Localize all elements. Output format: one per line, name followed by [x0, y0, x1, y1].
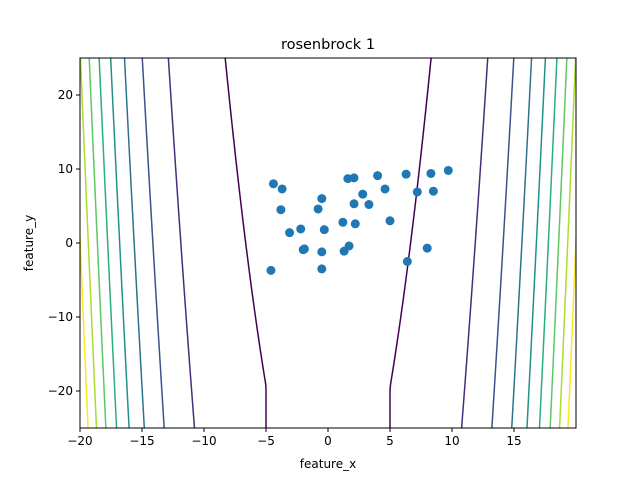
x-tick-label: 5 [386, 434, 394, 448]
y-tick-label: 20 [58, 88, 73, 102]
contour-line-left-4 [109, 58, 130, 428]
scatter-point-17 [350, 219, 360, 229]
scatter-point-11 [317, 264, 327, 274]
scatter-point-25 [401, 169, 411, 179]
contour-line-right-5 [538, 58, 558, 428]
scatter-points [266, 165, 453, 275]
x-tick-label: 0 [324, 434, 332, 448]
x-tick-label: −5 [257, 434, 275, 448]
x-tick-label: 10 [444, 434, 459, 448]
y-tick-label: 0 [65, 236, 73, 250]
scatter-point-19 [339, 246, 349, 256]
scatter-point-23 [380, 184, 390, 194]
contour-line-right-0 [389, 58, 432, 428]
contour-line-right-4 [526, 58, 547, 428]
scatter-point-9 [319, 225, 329, 235]
scatter-point-24 [385, 216, 395, 226]
x-axis-label: feature_x [300, 457, 356, 471]
contour-line-left-3 [123, 58, 146, 428]
scatter-point-0 [268, 179, 278, 189]
contour-line-right-7 [558, 58, 576, 428]
scatter-point-30 [428, 186, 438, 196]
y-tick-label: 10 [58, 162, 73, 176]
scatter-point-12 [266, 265, 276, 275]
contour-line-right-3 [510, 58, 533, 428]
x-axis: −20 −15 −10 −5 0 5 10 15 [67, 428, 522, 448]
scatter-point-2 [276, 205, 286, 215]
scatter-point-16 [349, 199, 359, 209]
x-tick-label: −10 [191, 434, 216, 448]
contour-line-right-2 [491, 58, 515, 428]
scatter-point-10 [317, 247, 327, 257]
contour-lines [80, 58, 576, 428]
contour-line-left-1 [167, 58, 196, 428]
y-axis: −20 −10 0 10 20 [48, 88, 80, 398]
contour-line-left-6 [88, 58, 107, 428]
x-tick-label: −15 [129, 434, 154, 448]
scatter-point-21 [364, 200, 374, 210]
contour-line-left-0 [224, 58, 267, 428]
scatter-point-7 [313, 204, 323, 214]
y-axis-label: feature_y [22, 215, 36, 271]
scatter-point-1 [277, 184, 287, 194]
contour-line-left-2 [141, 58, 165, 428]
scatter-point-8 [317, 194, 327, 204]
contour-line-right-1 [460, 58, 489, 428]
contour-line-right-6 [549, 58, 568, 428]
contour-line-left-7 [80, 58, 98, 428]
scatter-point-15 [349, 173, 359, 183]
scatter-point-6 [299, 244, 309, 254]
contour-line-left-5 [98, 58, 118, 428]
x-tick-label: 15 [506, 434, 521, 448]
scatter-point-29 [426, 168, 436, 178]
x-tick-label: −20 [67, 434, 92, 448]
y-tick-label: −20 [48, 384, 73, 398]
chart-title: rosenbrock 1 [281, 37, 375, 53]
scatter-point-20 [358, 189, 368, 199]
scatter-point-27 [412, 187, 422, 197]
scatter-point-22 [373, 171, 383, 181]
scatter-point-4 [296, 224, 306, 234]
scatter-point-31 [443, 165, 453, 175]
scatter-point-13 [338, 217, 348, 227]
scatter-point-26 [402, 257, 412, 266]
scatter-point-28 [422, 243, 432, 253]
scatter-point-3 [285, 228, 295, 238]
y-tick-label: −10 [48, 310, 73, 324]
